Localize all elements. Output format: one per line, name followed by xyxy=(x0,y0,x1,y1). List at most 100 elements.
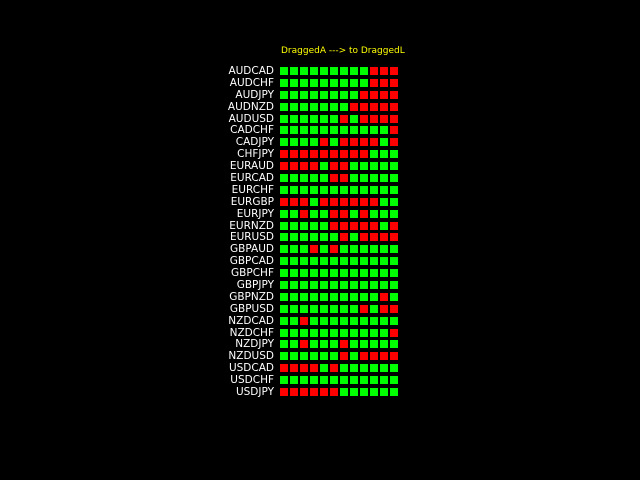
grid-row-nzdchf: NZDCHF xyxy=(222,327,400,339)
grid-row-eurusd: EURUSD xyxy=(222,231,400,243)
cell-red xyxy=(280,364,288,373)
grid-row-nzdcad: NZDCAD xyxy=(222,315,400,327)
pair-label: AUDNZD xyxy=(227,100,274,113)
currency-strength-grid: AUDCAD AUDCHF AUDJPY AUDNZD AUDUSD CADCHF CADJ… xyxy=(222,65,400,398)
cell-green xyxy=(290,126,298,135)
cell-green xyxy=(340,185,348,194)
cell-green xyxy=(390,173,398,182)
cell-red xyxy=(360,90,368,99)
cell-green xyxy=(330,280,338,289)
cell-red xyxy=(370,114,378,123)
cell-red xyxy=(330,245,338,254)
cell-green xyxy=(340,328,348,337)
cell-green xyxy=(310,209,318,218)
cell-green xyxy=(290,316,298,325)
cell-green xyxy=(320,126,328,135)
pair-label: NZDCHF xyxy=(229,326,274,339)
pair-label: GBPNZD xyxy=(229,290,274,303)
cell-red xyxy=(350,197,358,206)
cell-green xyxy=(280,257,288,266)
cell-green xyxy=(330,102,338,111)
cell-green xyxy=(280,292,288,301)
cell-green xyxy=(280,316,288,325)
cell-green xyxy=(350,304,358,313)
cell-green xyxy=(340,78,348,87)
cell-green xyxy=(370,340,378,349)
cell-red xyxy=(370,78,378,87)
cell-green xyxy=(290,352,298,361)
cell-green xyxy=(310,257,318,266)
cell-green xyxy=(290,185,298,194)
cell-red xyxy=(280,150,288,159)
cell-green xyxy=(290,269,298,278)
pair-label: NZDUSD xyxy=(228,350,274,363)
cell-green xyxy=(380,221,388,230)
cell-green xyxy=(320,209,328,218)
cell-green xyxy=(370,364,378,373)
cell-green xyxy=(300,90,308,99)
cell-red xyxy=(380,304,388,313)
cell-green xyxy=(320,78,328,87)
cell-green xyxy=(340,376,348,385)
cell-green xyxy=(370,316,378,325)
cell-red xyxy=(370,90,378,99)
cell-green xyxy=(380,280,388,289)
cell-green xyxy=(350,173,358,182)
cell-red xyxy=(360,197,368,206)
cell-green xyxy=(300,66,308,75)
cell-red xyxy=(330,197,338,206)
pair-label: GBPJPY xyxy=(236,278,274,291)
cell-red xyxy=(360,304,368,313)
cell-green xyxy=(310,280,318,289)
cell-green xyxy=(310,185,318,194)
cell-green xyxy=(360,257,368,266)
cell-green xyxy=(350,364,358,373)
cell-green xyxy=(290,245,298,254)
cell-red xyxy=(390,78,398,87)
cell-green xyxy=(370,387,378,396)
pair-label: NZDCAD xyxy=(228,314,274,327)
cell-green xyxy=(290,114,298,123)
cell-red xyxy=(390,114,398,123)
cell-green xyxy=(280,185,288,194)
cell-red xyxy=(300,150,308,159)
cell-red xyxy=(330,387,338,396)
cell-green xyxy=(330,78,338,87)
grid-row-nzdjpy: NZDJPY xyxy=(222,338,400,350)
cell-green xyxy=(330,352,338,361)
cell-green xyxy=(390,162,398,171)
cell-green xyxy=(350,185,358,194)
cell-red xyxy=(380,352,388,361)
cell-red xyxy=(340,209,348,218)
cell-green xyxy=(350,387,358,396)
pair-label: GBPAUD xyxy=(230,243,274,256)
pair-label: USDJPY xyxy=(235,386,274,398)
cell-red xyxy=(390,126,398,135)
cell-green xyxy=(290,328,298,337)
cell-green xyxy=(280,233,288,242)
cell-green xyxy=(390,185,398,194)
cell-red xyxy=(380,66,388,75)
cell-green xyxy=(280,173,288,182)
cell-green xyxy=(300,78,308,87)
cell-green xyxy=(370,126,378,135)
cell-green xyxy=(390,209,398,218)
cell-red xyxy=(380,102,388,111)
cell-green xyxy=(280,138,288,147)
pair-label: EURUSD xyxy=(229,231,274,244)
cell-green xyxy=(350,114,358,123)
cell-green xyxy=(360,292,368,301)
cell-red xyxy=(370,138,378,147)
grid-row-gbpjpy: GBPJPY xyxy=(222,279,400,291)
cell-green xyxy=(390,280,398,289)
cell-green xyxy=(280,66,288,75)
cell-green xyxy=(300,221,308,230)
cell-red xyxy=(290,364,298,373)
grid-row-usdcad: USDCAD xyxy=(222,362,400,374)
cell-green xyxy=(310,221,318,230)
cell-red xyxy=(390,352,398,361)
cell-green xyxy=(380,209,388,218)
cell-green xyxy=(330,304,338,313)
cell-green xyxy=(320,257,328,266)
cell-green xyxy=(320,316,328,325)
